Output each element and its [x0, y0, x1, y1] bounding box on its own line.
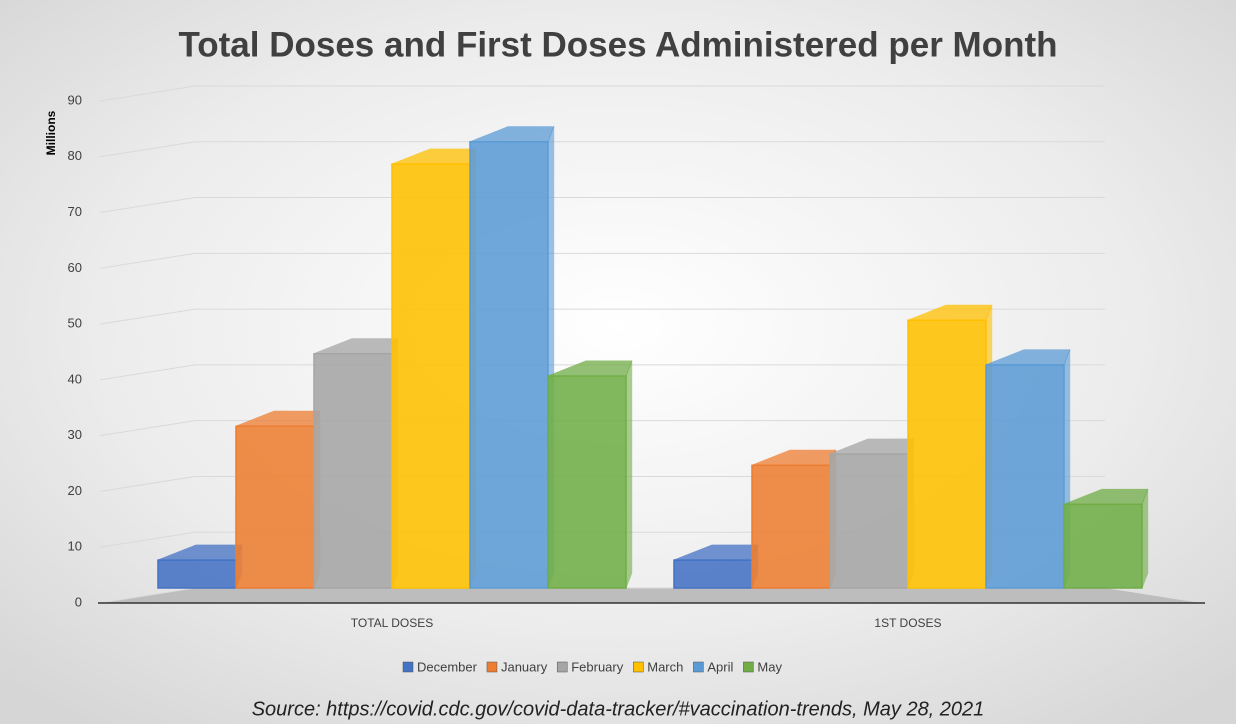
bar [673, 559, 753, 589]
bar [235, 425, 315, 589]
legend-swatch [743, 661, 754, 673]
legend-swatch [486, 661, 498, 673]
floor [100, 588, 1200, 603]
grid-line [99, 141, 1105, 158]
grid-line [99, 364, 1105, 381]
grid-line [99, 85, 1105, 102]
bar [751, 464, 831, 589]
bar [1063, 503, 1143, 589]
grid-line [99, 420, 1105, 437]
x-tick-label: 1ST DOSES [874, 616, 941, 630]
x-tick-label: TOTAL DOSES [351, 616, 433, 630]
bar [547, 375, 627, 589]
y-tick-label: 30 [68, 427, 82, 442]
legend-label: March [647, 659, 683, 674]
bars: TOTAL DOSES 1ST DOSES [157, 126, 1149, 630]
bar-side [625, 360, 633, 589]
y-tick-label: 90 [68, 92, 82, 107]
grid-line [99, 197, 1105, 214]
bar [391, 163, 471, 589]
y-axis-label: Millions [44, 110, 58, 155]
grid: 0 10 20 30 40 50 60 70 80 90 [68, 85, 1205, 609]
legend-swatch [402, 661, 414, 673]
legend-label: December [417, 659, 478, 674]
legend: December January February March April May [402, 659, 782, 674]
bar [985, 364, 1065, 589]
legend-swatch [693, 661, 704, 673]
y-tick-label: 10 [68, 539, 82, 554]
y-tick-label: 70 [68, 204, 82, 219]
grid-line [99, 308, 1105, 325]
legend-swatch [556, 661, 568, 673]
chart-title: Total Doses and First Doses Administered… [178, 25, 1057, 64]
legend-label: May [757, 659, 782, 674]
legend-label: April [707, 659, 733, 674]
y-tick-label: 40 [68, 371, 82, 386]
source-note: Source: https://covid.cdc.gov/covid-data… [252, 698, 985, 720]
grid-line [99, 252, 1105, 269]
bar [829, 453, 909, 589]
legend-label: February [571, 659, 624, 674]
y-tick-label: 80 [68, 148, 82, 163]
y-tick-label: 60 [68, 260, 82, 275]
legend-swatch [633, 661, 644, 673]
bar [907, 319, 987, 589]
bar-side [1141, 489, 1149, 589]
y-tick-label: 50 [68, 316, 82, 331]
y-tick-label: 20 [68, 483, 82, 498]
y-tick-label: 0 [75, 594, 82, 609]
bar [157, 559, 237, 589]
bar [313, 352, 393, 589]
bar [469, 141, 549, 589]
legend-label: January [501, 659, 548, 674]
